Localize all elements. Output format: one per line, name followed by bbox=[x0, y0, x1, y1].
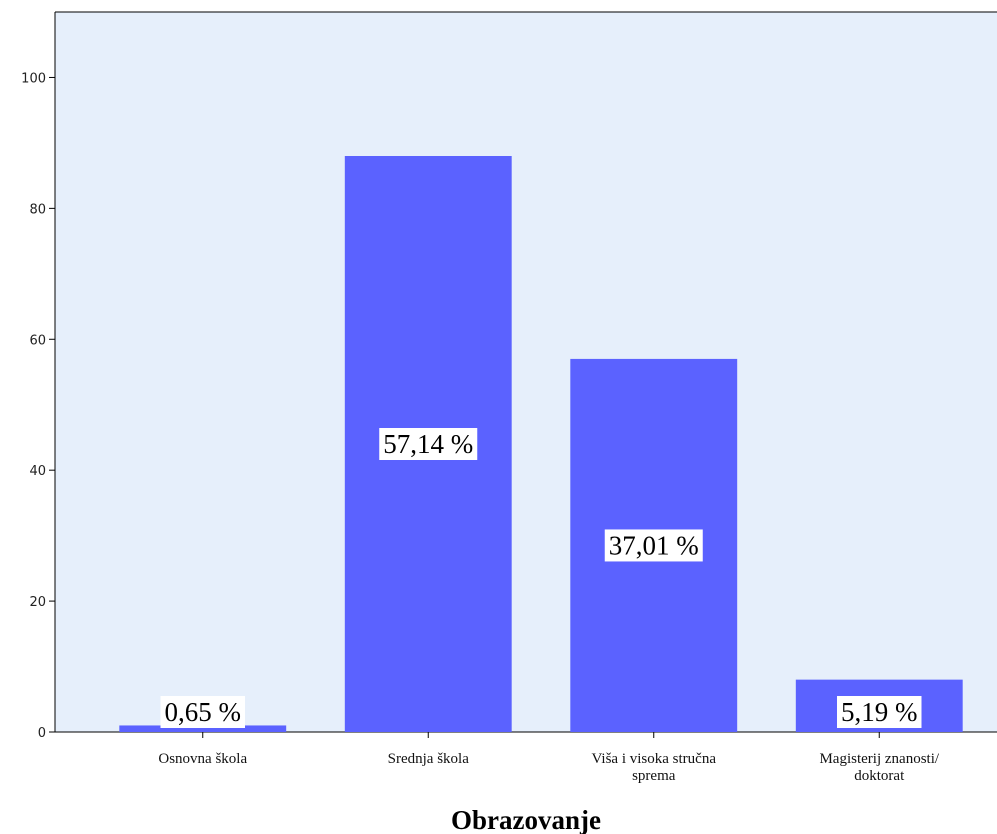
data-labels: 0,65 % 57,14 % 37,01 % 5,19 % bbox=[160, 428, 922, 728]
data-label-text: 57,14 % bbox=[383, 429, 473, 459]
data-label-text: 37,01 % bbox=[609, 530, 699, 560]
data-label-box bbox=[604, 529, 703, 562]
x-tick-label: Magisterij znanosti/ bbox=[819, 751, 939, 767]
data-label: 0,65 % bbox=[160, 696, 245, 728]
y-tick-label: 60 bbox=[29, 333, 46, 348]
x-tick-label: Osnovna škola bbox=[158, 751, 247, 767]
x-tick-label: sprema bbox=[632, 768, 676, 784]
y-tick-label: 40 bbox=[29, 464, 46, 479]
x-ticks: Osnovna škola Srednja škola Viša i visoka … bbox=[158, 732, 940, 784]
x-tick-label: Srednja škola bbox=[388, 751, 470, 767]
data-label: 37,01 % bbox=[604, 529, 703, 562]
data-label: 5,19 % bbox=[837, 696, 922, 728]
y-ticks: 0 20 40 60 80 100 bbox=[21, 71, 55, 741]
x-axis-title: Obrazovanje bbox=[451, 805, 601, 834]
data-label-box bbox=[160, 696, 245, 728]
y-tick-label: 80 bbox=[29, 202, 46, 217]
bar bbox=[119, 725, 287, 732]
data-label-text: 0,65 % bbox=[165, 697, 242, 727]
x-tick-label: doktorat bbox=[854, 768, 905, 784]
y-tick-label: 20 bbox=[29, 595, 46, 610]
plot-background bbox=[55, 12, 997, 732]
data-label: 57,14 % bbox=[379, 428, 478, 460]
y-tick-label: 100 bbox=[21, 71, 46, 86]
data-label-box bbox=[837, 696, 922, 728]
data-label-text: 5,19 % bbox=[841, 697, 918, 727]
y-tick-label: 0 bbox=[38, 726, 46, 741]
x-tick-label: Viša i visoka stručna bbox=[592, 751, 717, 767]
data-label-box bbox=[379, 428, 478, 460]
